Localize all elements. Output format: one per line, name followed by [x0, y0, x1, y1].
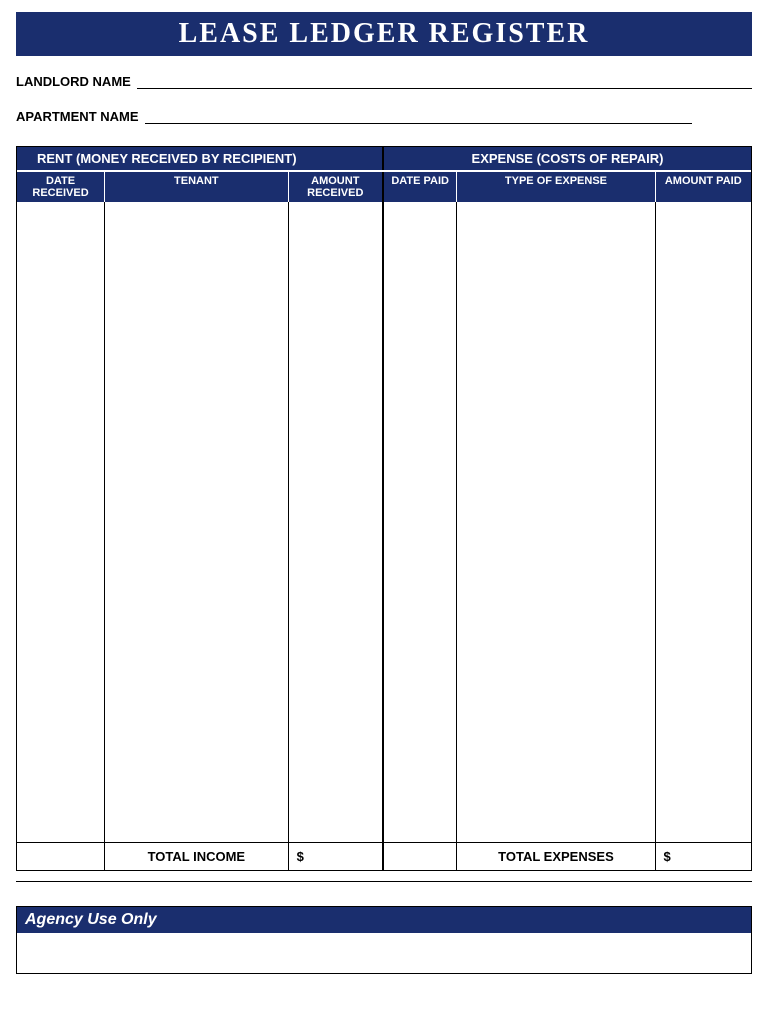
ledger-table: RENT (MONEY RECEIVED BY RECIPIENT) EXPEN…	[16, 146, 752, 871]
ledger-body[interactable]	[17, 202, 751, 842]
body-col-date-paid[interactable]	[384, 202, 457, 842]
total-income-value: $	[289, 843, 384, 870]
section-header-row: RENT (MONEY RECEIVED BY RECIPIENT) EXPEN…	[17, 147, 751, 170]
apartment-label: APARTMENT NAME	[16, 109, 139, 124]
landlord-field-row: LANDLORD NAME	[16, 74, 752, 89]
totals-spacer-1	[17, 843, 105, 870]
col-date-paid: DATE PAID	[384, 172, 457, 202]
body-col-amount-received[interactable]	[289, 202, 384, 842]
rent-section-header: RENT (MONEY RECEIVED BY RECIPIENT)	[17, 147, 384, 170]
landlord-input-line[interactable]	[137, 75, 752, 89]
body-col-date-received[interactable]	[17, 202, 105, 842]
col-date-received: DATE RECEIVED	[17, 172, 105, 202]
total-expenses-value: $	[656, 843, 751, 870]
agency-header: Agency Use Only	[17, 907, 751, 933]
col-amount-received: AMOUNT RECEIVED	[289, 172, 384, 202]
divider-line	[16, 881, 752, 882]
total-income-label: TOTAL INCOME	[105, 843, 289, 870]
body-col-tenant[interactable]	[105, 202, 289, 842]
body-col-amount-paid[interactable]	[656, 202, 751, 842]
totals-spacer-2	[384, 843, 457, 870]
landlord-label: LANDLORD NAME	[16, 74, 131, 89]
totals-row: TOTAL INCOME $ TOTAL EXPENSES $	[17, 842, 751, 870]
total-expenses-label: TOTAL EXPENSES	[457, 843, 655, 870]
column-header-row: DATE RECEIVED TENANT AMOUNT RECEIVED DAT…	[17, 170, 751, 202]
col-type-of-expense: TYPE OF EXPENSE	[457, 172, 655, 202]
col-tenant: TENANT	[105, 172, 289, 202]
apartment-field-row: APARTMENT NAME	[16, 109, 752, 124]
agency-section: Agency Use Only	[16, 906, 752, 974]
apartment-input-line[interactable]	[145, 110, 692, 124]
agency-body[interactable]	[17, 933, 751, 973]
body-col-type-of-expense[interactable]	[457, 202, 655, 842]
expense-section-header: EXPENSE (COSTS OF REPAIR)	[384, 147, 751, 170]
page-title: LEASE LEDGER REGISTER	[16, 12, 752, 56]
col-amount-paid: AMOUNT PAID	[656, 172, 751, 202]
